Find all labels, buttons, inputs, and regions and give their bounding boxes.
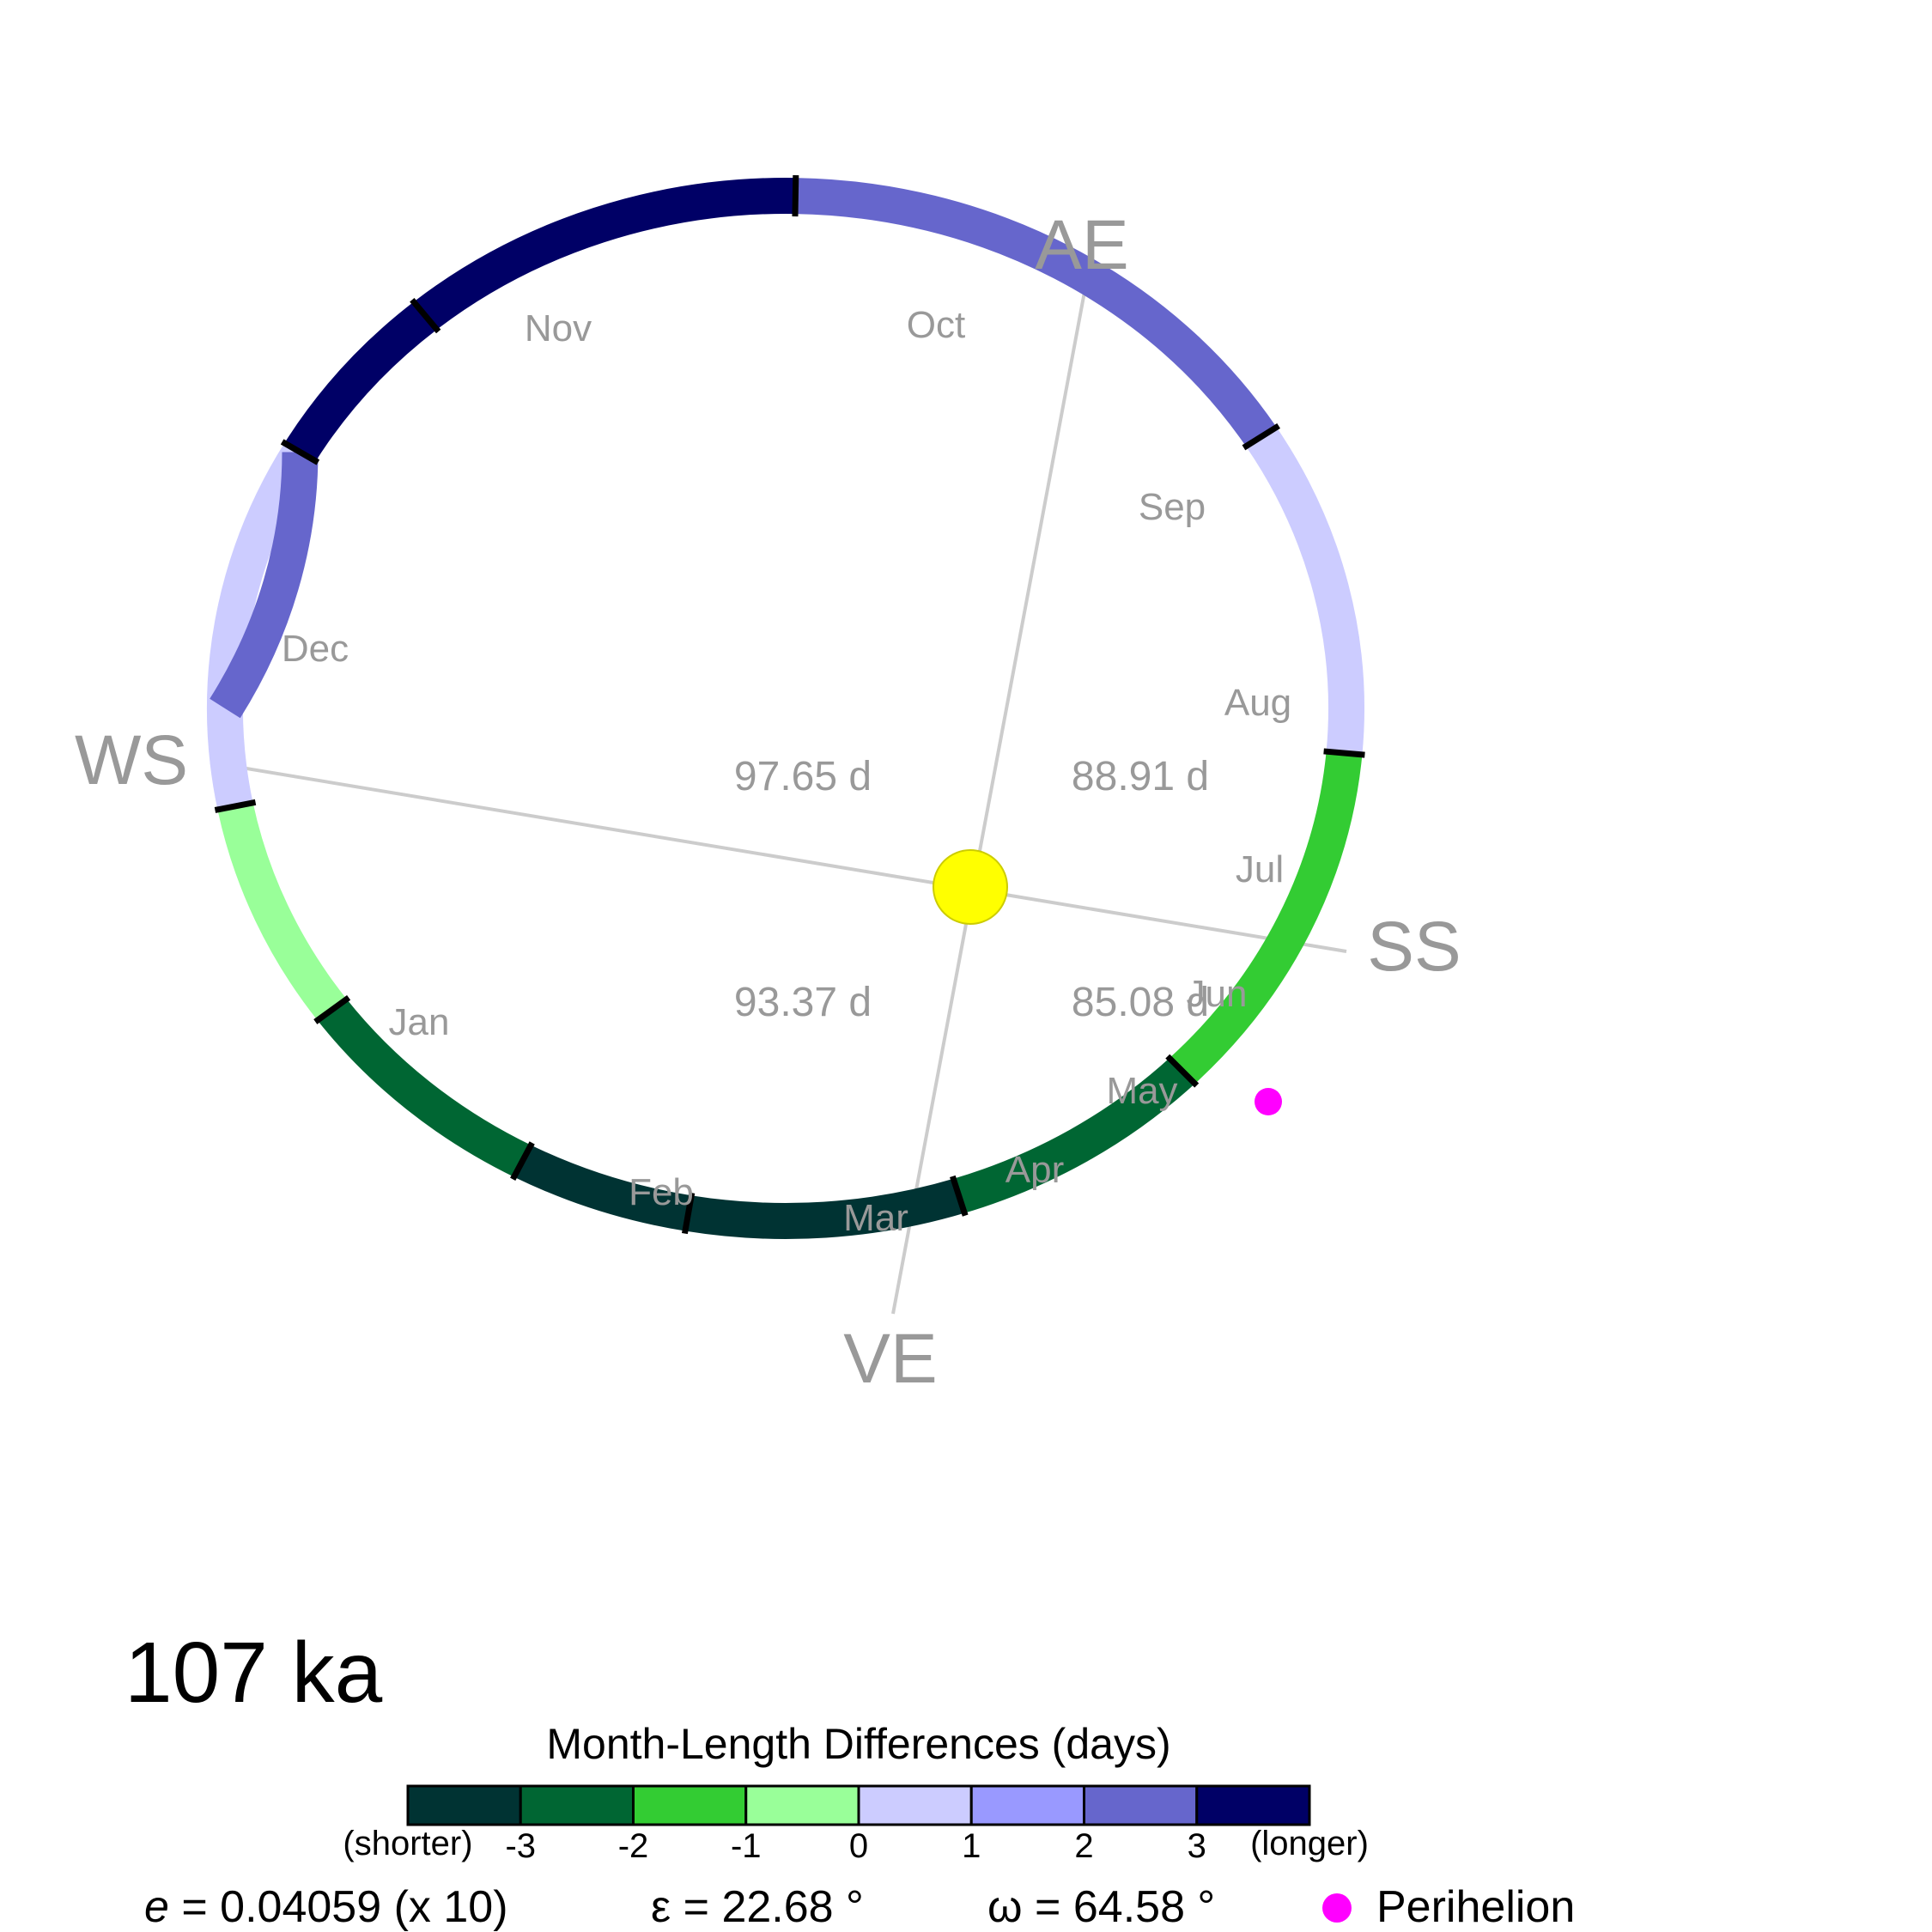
legend-swatch: [969, 1784, 1085, 1826]
ss-label: SS: [1367, 908, 1461, 986]
legend-tick-label: -3: [505, 1827, 536, 1865]
month-label-may: May: [1106, 1070, 1177, 1112]
month-divider: [214, 799, 257, 813]
month-segment-aug: [1170, 751, 1363, 1084]
legend-tick-labels: -3 -2 -1 0 1 2 3: [505, 1827, 1206, 1865]
month-label-mar: Mar: [843, 1197, 908, 1239]
legend-tick-label: 2: [1074, 1827, 1093, 1865]
month-divider: [280, 439, 320, 465]
month-label-dec: Dec: [282, 628, 349, 670]
month-label-oct: Oct: [907, 304, 965, 346]
legend-swatch: [406, 1784, 522, 1826]
month-segment-jul: [953, 1057, 1194, 1213]
legend-shorter-label: (shorter): [343, 1825, 472, 1862]
season-length-ws-ae: 97.65 d: [734, 754, 872, 799]
month-label-jun: Jun: [1187, 973, 1248, 1015]
precession-text: ω = 64.58 °: [987, 1882, 1215, 1932]
season-length-ae-ss: 88.91 d: [1072, 754, 1209, 799]
month-divider: [1165, 1054, 1200, 1088]
month-divider: [1323, 748, 1365, 758]
season-length-ve-ws: 93.37 d: [734, 980, 872, 1025]
perihelion-marker: [1255, 1088, 1282, 1115]
month-segment-nov: [414, 178, 796, 331]
month-label-sep: Sep: [1139, 486, 1206, 528]
month-divider: [510, 1141, 535, 1181]
month-segment-feb: [207, 442, 316, 811]
legend-tick-label: 0: [849, 1827, 868, 1865]
month-label-apr: Apr: [1005, 1149, 1064, 1191]
legend-tick-label: 1: [962, 1827, 981, 1865]
month-divider: [313, 994, 351, 1024]
month-segment-jun: [685, 1178, 964, 1239]
legend-swatch: [519, 1784, 635, 1826]
ws-label: WS: [75, 721, 188, 799]
month-ring: [207, 178, 1364, 1239]
legend-tick-label: 3: [1188, 1827, 1206, 1865]
age-label: 107 ka: [125, 1625, 383, 1721]
legend-swatch: [857, 1784, 973, 1826]
legend-tick-label: -2: [618, 1827, 649, 1865]
legend-swatch: [744, 1784, 860, 1826]
month-label-nov: Nov: [525, 307, 592, 349]
legend-longer-label: (longer): [1250, 1825, 1369, 1862]
ws-ss-axis: [210, 761, 1347, 953]
month-label-jul: Jul: [1236, 848, 1284, 890]
legend-swatch: [1195, 1784, 1311, 1826]
eccentricity-value: = 0.04059 (x 10): [169, 1882, 508, 1932]
month-dividers: [214, 175, 1365, 1235]
month-divider: [1242, 422, 1280, 451]
legend-swatch: [632, 1784, 748, 1826]
season-length-ss-ve: 85.08 d: [1072, 980, 1209, 1025]
ve-ae-axis: [891, 291, 1086, 1315]
perihelion-legend-icon: [1322, 1893, 1352, 1923]
eccentricity-text: e = 0.04059 (x 10): [144, 1882, 508, 1932]
month-divider: [792, 175, 799, 217]
month-divider: [410, 298, 441, 334]
month-label-jan: Jan: [389, 1001, 450, 1043]
ae-label: AE: [1035, 206, 1128, 284]
month-label-feb: Feb: [629, 1171, 694, 1213]
month-segment-oct: [795, 178, 1277, 447]
month-segment-jan: [210, 452, 319, 719]
month-segment-may: [514, 1145, 692, 1231]
obliquity-text: ε = 22.68 °: [651, 1882, 864, 1932]
legend-tick-label: -1: [731, 1827, 762, 1865]
ve-label: VE: [843, 1320, 937, 1398]
month-label-aug: Aug: [1224, 682, 1291, 724]
perihelion-legend-label: Perihelion: [1376, 1882, 1575, 1932]
month-divider: [950, 1175, 969, 1217]
month-divider: [681, 1192, 696, 1235]
month-segment-apr: [318, 998, 531, 1178]
month-segment-dec: [284, 301, 437, 462]
legend-colorbar: [406, 1784, 1311, 1826]
month-segment-sep: [1246, 426, 1364, 756]
legend-title: Month-Length Differences (days): [546, 1720, 1170, 1768]
month-segment-mar: [217, 802, 347, 1021]
legend-swatch: [1083, 1784, 1199, 1826]
eccentricity-symbol: e: [144, 1882, 169, 1932]
sun-icon: [933, 849, 1008, 925]
